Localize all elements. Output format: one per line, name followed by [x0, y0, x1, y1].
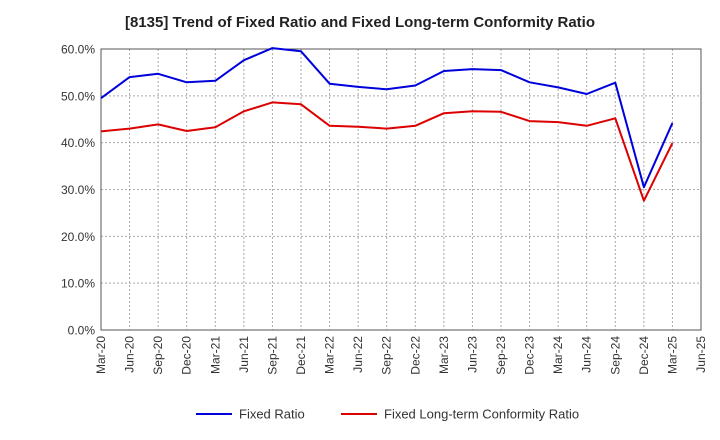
x-tick-label: Mar-23 [437, 336, 451, 374]
x-tick-label: Sep-24 [608, 336, 622, 375]
legend-label: Fixed Ratio [239, 407, 305, 422]
x-tick-label: Dec-21 [294, 336, 308, 375]
series-line-fixed-ratio [100, 47, 674, 189]
y-tick-label: 60.0% [61, 43, 95, 57]
x-tick-label: Sep-23 [494, 336, 508, 375]
plot-frame [100, 48, 702, 331]
x-tick-label: Mar-24 [551, 336, 565, 374]
y-tick-label: 0.0% [68, 324, 96, 338]
x-tick-label: Mar-22 [323, 336, 337, 374]
y-tick-label: 20.0% [61, 230, 95, 244]
y-tick-label: 30.0% [61, 183, 95, 197]
chart-title: [8135] Trend of Fixed Ratio and Fixed Lo… [124, 14, 596, 31]
x-tick-label: Sep-20 [151, 336, 165, 375]
x-tick-label: Jun-21 [237, 336, 251, 373]
x-tick-label: Dec-24 [637, 336, 651, 375]
y-tick-label: 40.0% [61, 136, 95, 150]
x-tick-label: Mar-25 [665, 336, 679, 374]
x-tick-label: Mar-20 [94, 336, 108, 374]
x-tick-label: Dec-22 [408, 336, 422, 375]
legend-label: Fixed Long-term Conformity Ratio [384, 407, 579, 422]
x-tick-label: Jun-24 [580, 336, 594, 373]
x-tick-label: Jun-25 [694, 336, 708, 373]
x-tick-label: Dec-23 [523, 336, 537, 375]
x-tick-label: Mar-21 [208, 336, 222, 374]
series-line-fixed-long-term-conformity-ratio [100, 101, 674, 202]
x-tick-label: Jun-20 [123, 336, 137, 373]
x-tick-label: Sep-22 [380, 336, 394, 375]
y-tick-label: 10.0% [61, 277, 95, 291]
x-tick-label: Dec-20 [180, 336, 194, 375]
x-tick-label: Jun-23 [465, 336, 479, 373]
y-tick-label: 50.0% [61, 89, 95, 103]
x-tick-label: Sep-21 [265, 336, 279, 375]
x-tick-label: Jun-22 [351, 336, 365, 373]
